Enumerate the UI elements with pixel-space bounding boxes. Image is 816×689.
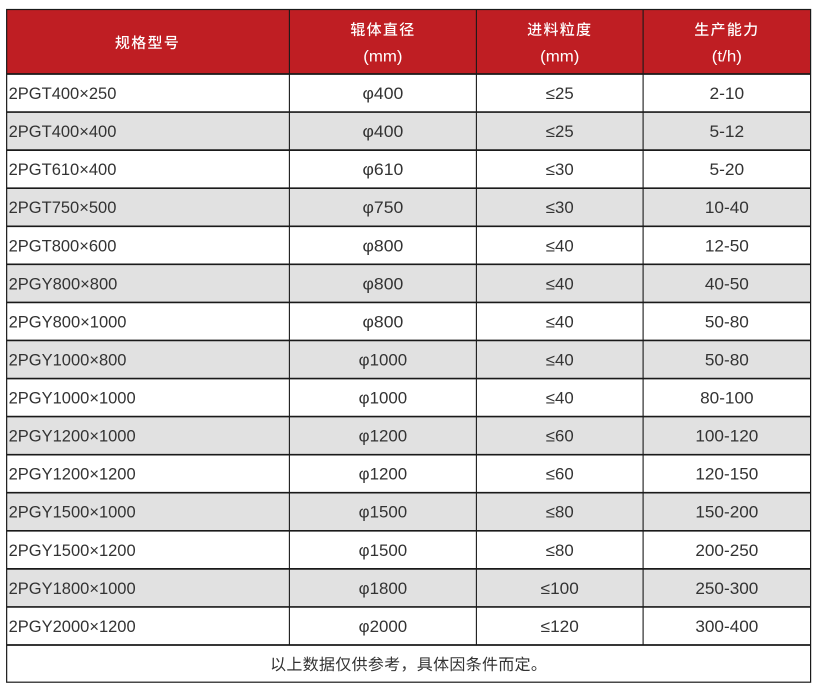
svg-text:φ1000: φ1000 bbox=[359, 390, 408, 408]
svg-text:2PGT400×400: 2PGT400×400 bbox=[9, 123, 117, 141]
svg-text:2PGY1000×800: 2PGY1000×800 bbox=[9, 351, 127, 369]
svg-text:250-300: 250-300 bbox=[695, 580, 758, 598]
svg-text:≤60: ≤60 bbox=[546, 466, 574, 484]
svg-text:5-12: 5-12 bbox=[710, 123, 745, 141]
svg-text:100-120: 100-120 bbox=[695, 428, 758, 446]
svg-text:φ1000: φ1000 bbox=[359, 351, 408, 369]
svg-text:80-100: 80-100 bbox=[700, 390, 754, 408]
svg-text:≤120: ≤120 bbox=[541, 618, 579, 636]
svg-text:40-50: 40-50 bbox=[705, 275, 749, 293]
svg-text:φ800: φ800 bbox=[363, 313, 404, 331]
svg-text:φ1500: φ1500 bbox=[359, 542, 408, 560]
svg-text:≤40: ≤40 bbox=[546, 351, 574, 369]
svg-text:2PGY800×800: 2PGY800×800 bbox=[9, 275, 118, 293]
svg-text:≤25: ≤25 bbox=[546, 85, 574, 103]
svg-text:2PGY1000×1000: 2PGY1000×1000 bbox=[9, 390, 136, 408]
svg-text:5-20: 5-20 bbox=[710, 161, 745, 179]
svg-text:≤40: ≤40 bbox=[546, 390, 574, 408]
svg-text:φ800: φ800 bbox=[363, 237, 404, 255]
svg-text:2PGT610×400: 2PGT610×400 bbox=[9, 161, 117, 179]
svg-text:≤40: ≤40 bbox=[546, 237, 574, 255]
svg-text:200-250: 200-250 bbox=[695, 542, 758, 560]
svg-text:≤80: ≤80 bbox=[546, 542, 574, 560]
svg-text:≤40: ≤40 bbox=[546, 275, 574, 293]
svg-text:φ1500: φ1500 bbox=[359, 504, 408, 522]
svg-text:≤30: ≤30 bbox=[546, 199, 574, 217]
svg-text:150-200: 150-200 bbox=[695, 504, 758, 522]
svg-text:≤60: ≤60 bbox=[546, 428, 574, 446]
svg-text:2PGY1800×1000: 2PGY1800×1000 bbox=[9, 580, 136, 598]
svg-text:50-80: 50-80 bbox=[705, 351, 749, 369]
svg-text:φ2000: φ2000 bbox=[359, 618, 408, 636]
svg-text:(t/h): (t/h) bbox=[712, 49, 742, 66]
svg-text:≤25: ≤25 bbox=[546, 123, 574, 141]
svg-text:φ800: φ800 bbox=[363, 275, 404, 293]
svg-text:2-10: 2-10 bbox=[710, 85, 745, 103]
svg-text:2PGY1200×1000: 2PGY1200×1000 bbox=[9, 428, 136, 446]
svg-text:φ400: φ400 bbox=[363, 123, 404, 141]
svg-text:≤30: ≤30 bbox=[546, 161, 574, 179]
svg-text:2PGY1200×1200: 2PGY1200×1200 bbox=[9, 466, 136, 484]
svg-text:2PGT400×250: 2PGT400×250 bbox=[9, 85, 117, 103]
svg-text:2PGY1500×1200: 2PGY1500×1200 bbox=[9, 542, 136, 560]
svg-text:≤80: ≤80 bbox=[546, 504, 574, 522]
svg-text:φ1800: φ1800 bbox=[359, 580, 408, 598]
svg-text:2PGY2000×1200: 2PGY2000×1200 bbox=[9, 618, 136, 636]
svg-text:≤100: ≤100 bbox=[541, 580, 579, 598]
svg-text:2PGT750×500: 2PGT750×500 bbox=[9, 199, 117, 217]
svg-text:50-80: 50-80 bbox=[705, 313, 749, 331]
svg-text:10-40: 10-40 bbox=[705, 199, 749, 217]
svg-text:2PGY800×1000: 2PGY800×1000 bbox=[9, 313, 127, 331]
svg-text:120-150: 120-150 bbox=[695, 466, 758, 484]
svg-text:φ1200: φ1200 bbox=[359, 428, 408, 446]
svg-text:300-400: 300-400 bbox=[695, 618, 758, 636]
svg-text:≤40: ≤40 bbox=[546, 313, 574, 331]
svg-text:(mm): (mm) bbox=[540, 49, 579, 66]
svg-text:φ750: φ750 bbox=[363, 199, 404, 217]
svg-text:12-50: 12-50 bbox=[705, 237, 749, 255]
svg-text:φ1200: φ1200 bbox=[359, 466, 408, 484]
svg-text:φ610: φ610 bbox=[363, 161, 404, 179]
svg-text:2PGT800×600: 2PGT800×600 bbox=[9, 237, 117, 255]
svg-text:φ400: φ400 bbox=[363, 85, 404, 103]
svg-text:2PGY1500×1000: 2PGY1500×1000 bbox=[9, 504, 136, 522]
svg-text:(mm): (mm) bbox=[363, 49, 402, 66]
